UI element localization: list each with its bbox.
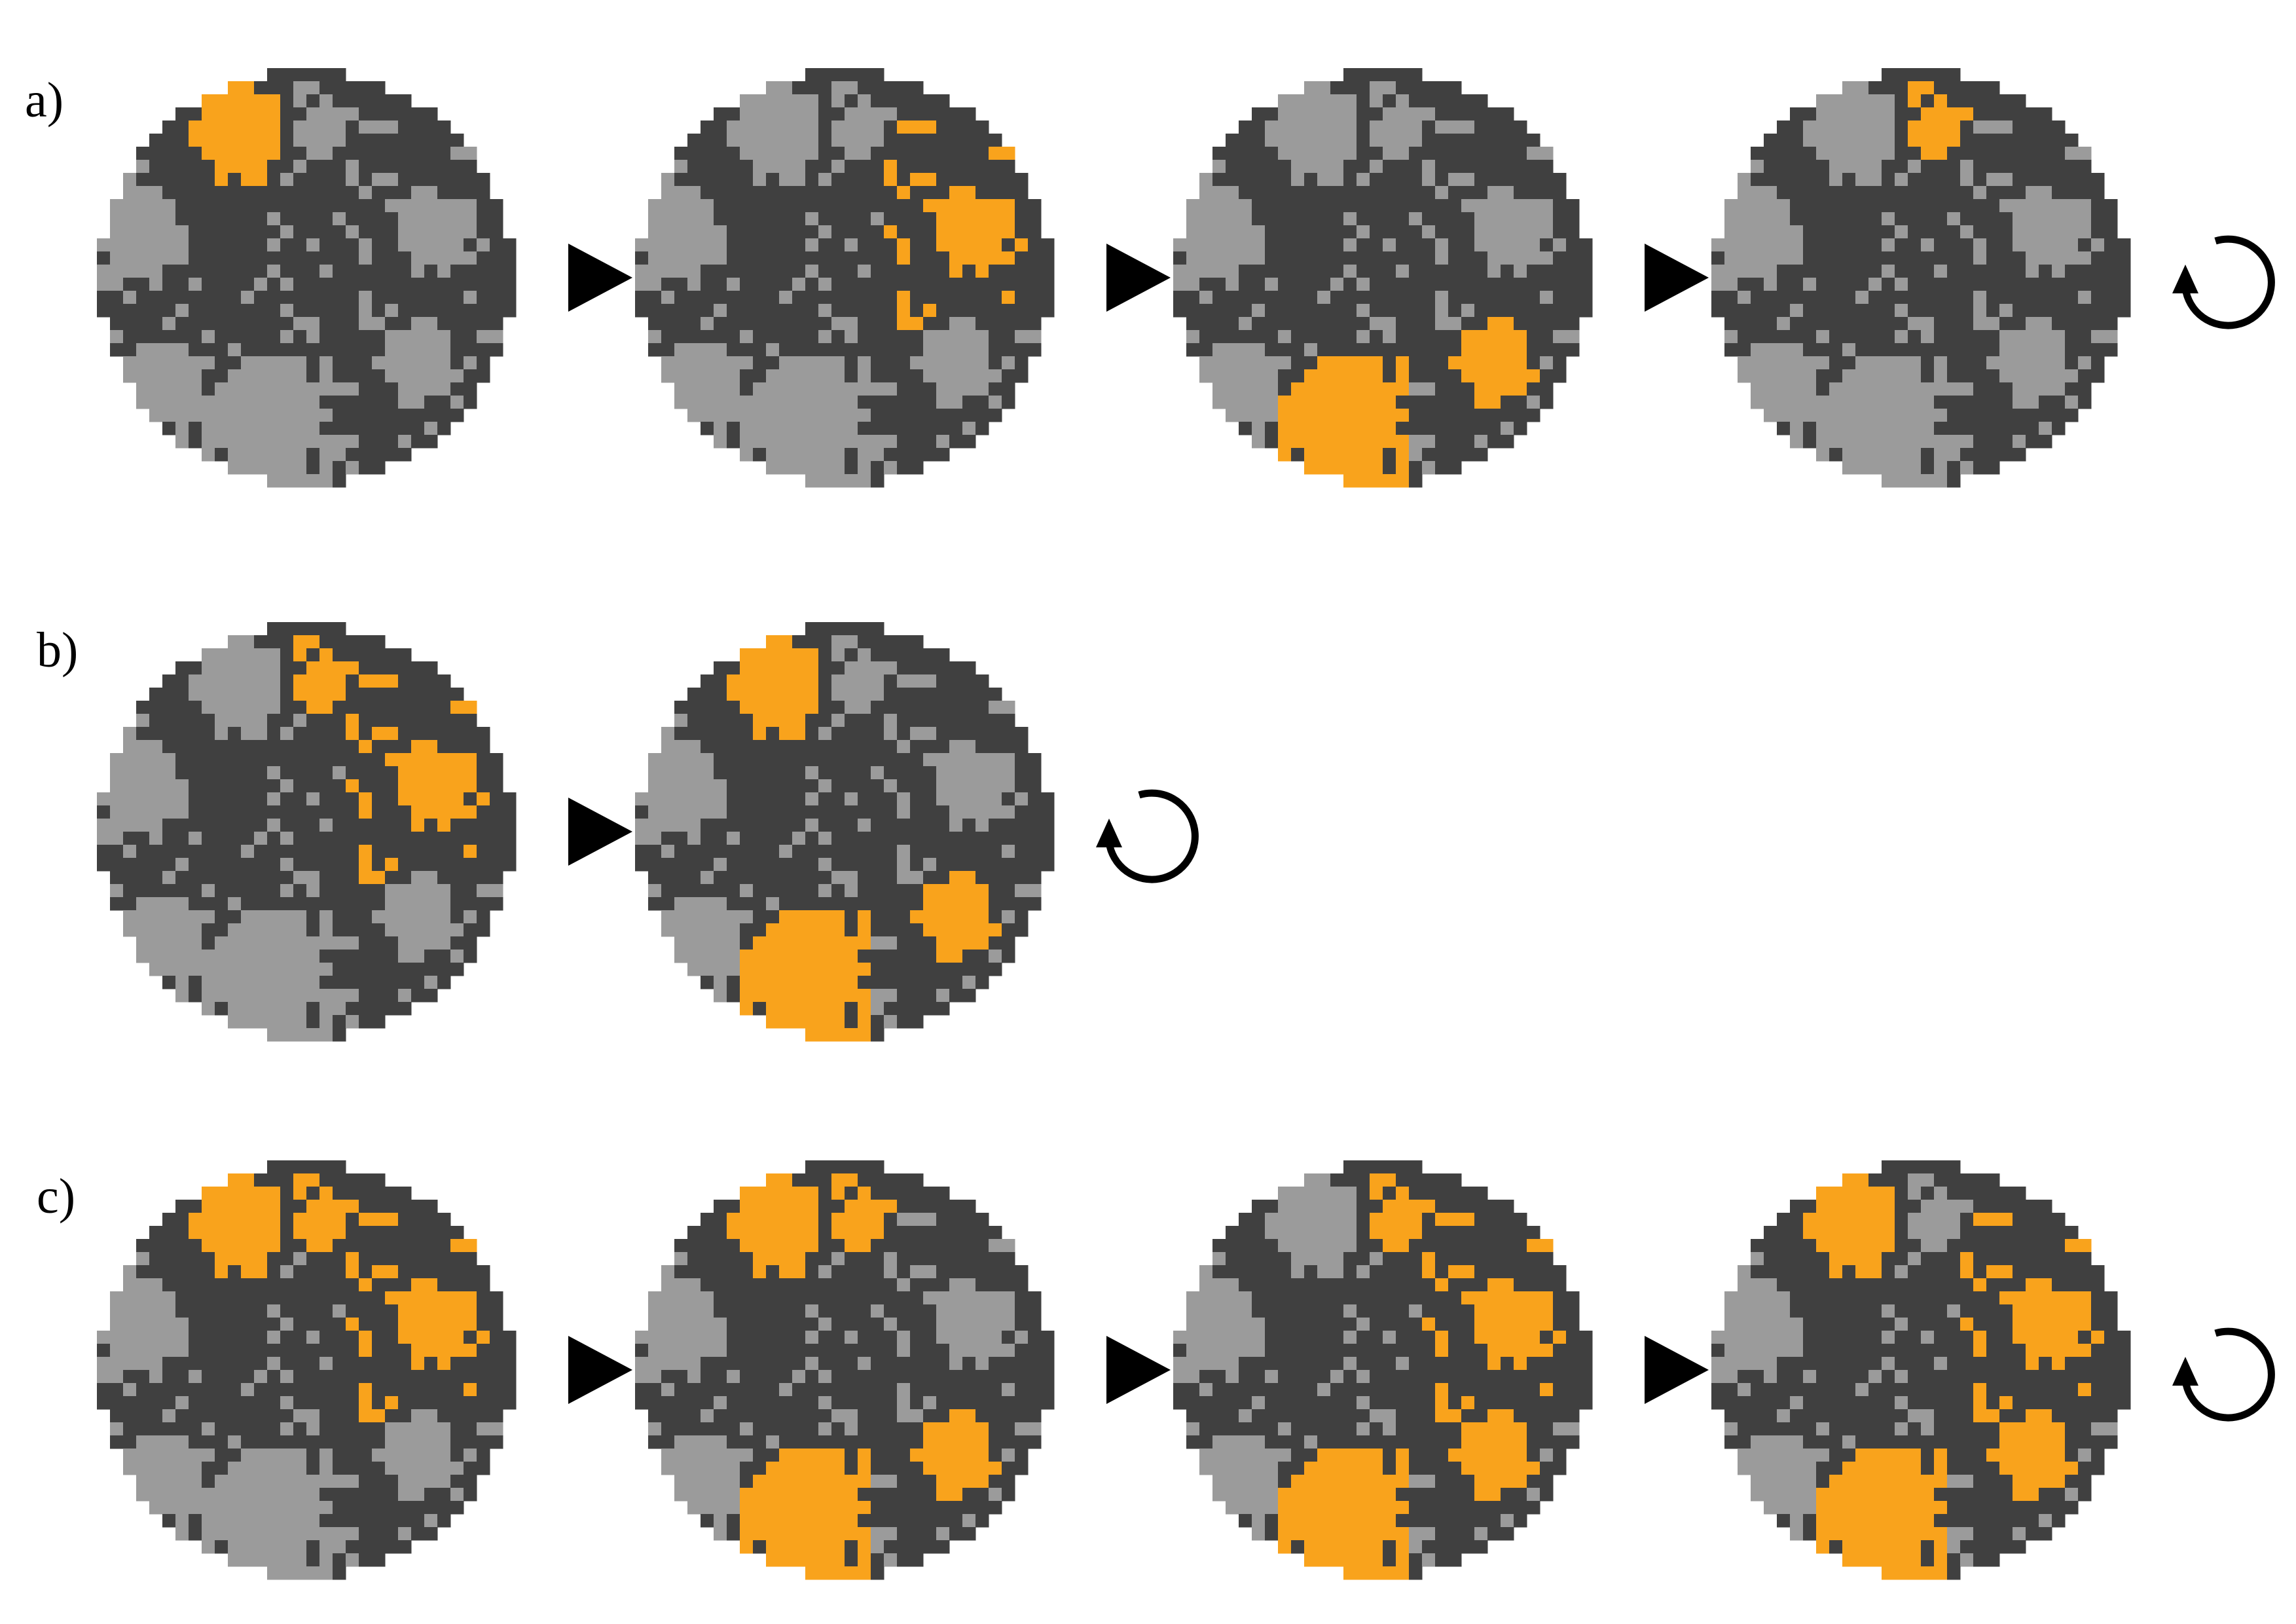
grid-disk-panel [1173,1160,1593,1580]
grid-disk-panel [97,622,517,1042]
right-arrow-icon [1645,1336,1709,1404]
figure-rows: a) b) c) [25,68,2275,1580]
row-label: a) [25,73,64,128]
grid-disk-panel [1711,68,2131,488]
right-arrow-icon [568,244,632,312]
grid-disk-panel [97,1160,517,1580]
right-arrow-icon [1106,1336,1171,1404]
grid-disk-panel [1173,68,1593,488]
grid-disk-panel [635,1160,1055,1580]
cycle-icon [1096,789,1199,883]
right-arrow-icon [568,798,632,866]
row-a: a) [25,68,2275,488]
right-arrow-icon [1645,244,1709,312]
row-c: c) [37,1160,2275,1580]
grid-disk-panel [635,622,1055,1042]
grid-disk-panel [1711,1160,2131,1580]
right-arrow-icon [568,1336,632,1404]
row-label: c) [37,1169,75,1224]
grid-disk-panel [97,68,517,488]
cycle-icon [2172,235,2275,329]
cycle-icon [2172,1327,2275,1422]
row-b: b) [37,622,1199,1042]
grid-disk-panel [635,68,1055,488]
row-label: b) [37,623,78,678]
right-arrow-icon [1106,244,1171,312]
